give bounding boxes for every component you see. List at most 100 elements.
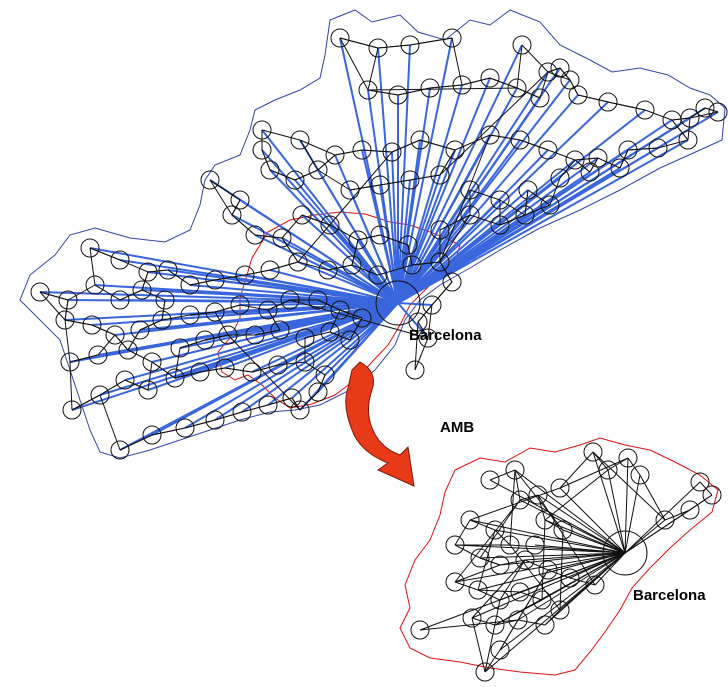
node-circle [422, 295, 442, 315]
inset-link-local [484, 649, 501, 673]
link-local [209, 179, 241, 201]
node-circle [388, 85, 408, 105]
inset-link-to-barcelona [559, 487, 626, 554]
node-circle [320, 215, 340, 235]
inset-node-circle [528, 485, 548, 505]
node-circle [138, 380, 158, 400]
inset-link-to-barcelona [499, 552, 626, 566]
inset-link-local [537, 494, 546, 521]
link-local [94, 284, 121, 301]
inset-node-circle [560, 568, 580, 588]
link-local [174, 371, 201, 379]
node-circle [90, 385, 110, 405]
node-circle [430, 220, 450, 240]
link-local [269, 169, 296, 181]
node-circle [430, 165, 450, 185]
link-local [69, 361, 73, 411]
link-to-barcelona [391, 151, 399, 304]
link-to-barcelona [224, 302, 399, 369]
node-circle [480, 125, 500, 145]
node-circle [110, 250, 130, 270]
link-local [277, 361, 306, 366]
node-circle [405, 360, 425, 380]
link-local [417, 304, 433, 323]
link-local [577, 94, 609, 103]
link-local [227, 334, 301, 411]
link-local [339, 37, 379, 49]
inset-node-circle [598, 460, 618, 480]
inset-node-circle [550, 478, 570, 498]
node-circle [235, 265, 255, 285]
inset-link-local [544, 469, 609, 521]
node-circle [550, 58, 570, 78]
link-local [461, 77, 491, 86]
node-circle [205, 302, 225, 322]
inset-link-local [559, 529, 564, 611]
node-circle [382, 142, 402, 162]
link-local [239, 304, 269, 311]
link-local [329, 309, 341, 333]
inset-link-local [454, 499, 521, 583]
node-circle [290, 130, 310, 150]
node-circle [222, 205, 242, 225]
inset-link-local [454, 581, 479, 591]
link-local [299, 139, 336, 156]
barcelona-label-main: Barcelona [409, 327, 482, 344]
link-local [411, 261, 441, 266]
amb-boundary-inset [399, 437, 719, 676]
link-local [179, 339, 206, 349]
link-local [297, 151, 393, 263]
link-to-barcelona [397, 139, 521, 304]
link-to-barcelona [397, 244, 409, 304]
link-local [304, 331, 331, 339]
link-local [687, 117, 691, 141]
link-local [334, 149, 363, 156]
link-local [127, 349, 153, 363]
region-boundary [19, 9, 726, 459]
inset-node-circle [532, 590, 552, 610]
inset-link-local [592, 451, 666, 521]
link-local [574, 157, 599, 161]
network-nodes-inset [410, 442, 722, 682]
link-local [67, 284, 96, 301]
link-local [214, 274, 246, 281]
link-local [151, 427, 186, 436]
inset-node-circle [510, 582, 530, 602]
node-circle [242, 362, 262, 382]
node-circle [85, 275, 105, 295]
link-local [516, 87, 541, 99]
link-local [489, 134, 521, 141]
link-local [357, 234, 381, 241]
node-circle [232, 402, 252, 422]
node-circle [442, 28, 462, 48]
inset-node-circle [505, 460, 525, 480]
link-local [469, 214, 501, 226]
node-circle [272, 228, 292, 248]
link-local [327, 264, 353, 271]
link-local [294, 169, 319, 181]
link-local [124, 379, 149, 391]
link-local [409, 174, 441, 181]
link-to-barcelona [377, 47, 399, 304]
link-local [527, 189, 551, 206]
link-to-barcelona [397, 189, 529, 304]
network-links-inset [419, 451, 713, 673]
node-circle [195, 330, 215, 350]
link-local [439, 214, 471, 231]
link-to-barcelona [397, 167, 621, 304]
inset-node-circle [485, 520, 505, 540]
node-circle [138, 262, 158, 282]
inset-link-to-barcelona [624, 481, 701, 554]
link-to-barcelona [397, 77, 491, 304]
link-local [499, 199, 526, 216]
link-local [409, 37, 453, 46]
inset-node-circle [510, 490, 530, 510]
link-to-barcelona [291, 302, 399, 399]
inset-link-local [514, 469, 521, 501]
node-circle [260, 260, 280, 280]
inset-link-local [509, 469, 516, 546]
node-circle [708, 102, 728, 122]
node-circle [170, 338, 190, 358]
link-local [569, 79, 579, 96]
